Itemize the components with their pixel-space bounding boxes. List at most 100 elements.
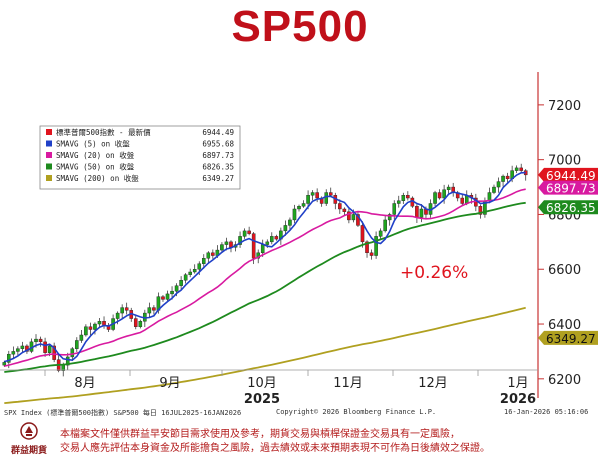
candle-body [133,318,138,327]
candle-body [20,345,25,349]
candle-body [292,208,297,221]
candle-body [492,186,496,193]
moving-average-lines [4,171,526,404]
candle-body [115,312,120,319]
value-tag-box [538,330,598,345]
candle-body [338,203,342,210]
x-tick-label: 8月 [74,376,95,391]
candle-body [406,195,410,199]
candle-body [174,285,179,292]
candle-body [43,341,47,353]
candle-body [7,353,11,363]
candle-body [396,200,401,204]
footer-copyright: Copyright© 2026 Bloomberg Finance L.P. [276,408,437,416]
candle-body [88,326,93,330]
candle-body [170,290,174,295]
candle-body [446,186,451,190]
candle-body [211,252,215,256]
candle-body [310,192,315,196]
x-tick-label: 10月 [247,376,277,391]
disclaimer-line-1: 本檔案文件僅供群益早安節目需求使用及參考，期貨交易與槓桿保證金交易具有一定風險， [60,429,460,440]
candle-body [288,219,292,226]
candle-body [505,175,510,180]
candle-body [38,338,43,343]
candle-body [283,225,288,232]
candle-body [188,271,192,275]
company-logo: 群益期貨 [4,421,54,461]
legend-label: 標準普爾500指數 - 最新價 [56,127,151,137]
candle-body [79,334,84,341]
candle-body [224,241,229,245]
logo-name: 群益期貨 [10,446,47,456]
legend-swatch [46,129,52,135]
y-tick-label: 7000 [548,154,581,169]
disclaimer-line-2: 交易人應先評估本身資金及所能擔負之風險，過去績效或未來預期表現不可作為日後績效之… [60,443,490,454]
candle-body [152,307,156,311]
value-tag-label: 6897.73 [546,182,596,196]
candle-body [351,214,356,221]
candle-body [165,293,170,300]
value-tag-label: 6349.27 [546,332,596,346]
candle-body [65,356,70,366]
candle-body [356,214,360,226]
value-tag-label: 6826.35 [546,201,596,215]
candle-body [206,252,211,259]
candle-body [297,206,301,210]
candle-body [238,236,242,245]
sma50-line [4,201,526,373]
candle-body [220,244,224,251]
y-tick-label: 6400 [548,318,581,333]
disclaimer: 本檔案文件僅供群益早安節目需求使用及參考，期貨交易與槓桿保證金交易具有一定風險，… [60,428,596,456]
candle-body [183,274,188,281]
page-title: SP500 [231,2,369,51]
value-tag-box [538,180,598,195]
candle-body [274,236,279,240]
candle-body [342,208,347,212]
x-tick-label: 9月 [159,376,180,391]
candle-body [70,348,75,358]
candle-body [374,236,378,256]
candle-body [260,244,265,254]
sma200-line [4,306,526,404]
candle-body [328,192,333,196]
candle-body [419,208,424,218]
legend: 標準普爾500指數 - 最新價 6944.49 SMAVG (5) on 收盤 695… [39,125,241,190]
x-year-label: 2026 [500,392,536,407]
candle-body [192,269,197,273]
candle-body [401,195,406,201]
footer-source: SPX Index (標準普爾500指數) S&P500 每日 16JUL202… [4,409,242,417]
value-tag-box [538,167,598,182]
x-year-label: 2025 [244,392,280,407]
candle-body [2,362,7,366]
candle-body [306,195,310,204]
candle-body [301,203,306,207]
candle-body [34,338,38,343]
candle-body [247,230,251,234]
candle-body [84,326,88,336]
legend-swatch [46,140,52,147]
candle-body [120,307,124,314]
candle-body [138,321,143,327]
x-tick-label: 11月 [333,376,363,391]
candle-body [265,241,270,245]
value-tag-box [538,200,598,215]
candle-body [460,197,465,204]
candle-body [360,225,365,243]
candle-body [501,175,505,182]
footer-timestamp: 16-Jan-2026 05:16:06 [504,408,589,416]
legend-label: SMAVG (50) on 收盤 [56,162,135,172]
candle-body [487,192,492,201]
candle-body [270,236,274,243]
candle-body [52,345,56,360]
legend-label: SMAVG (200) on 收盤 [56,173,139,183]
candle-body [251,233,256,259]
candle-body [93,323,97,330]
candle-body [369,252,374,256]
candle-body [179,280,183,286]
legend-label: SMAVG (20) on 收盤 [56,150,135,160]
legend-label: SMAVG (5) on 收盤 [56,139,130,149]
legend-value: 6826.35 [202,163,234,172]
